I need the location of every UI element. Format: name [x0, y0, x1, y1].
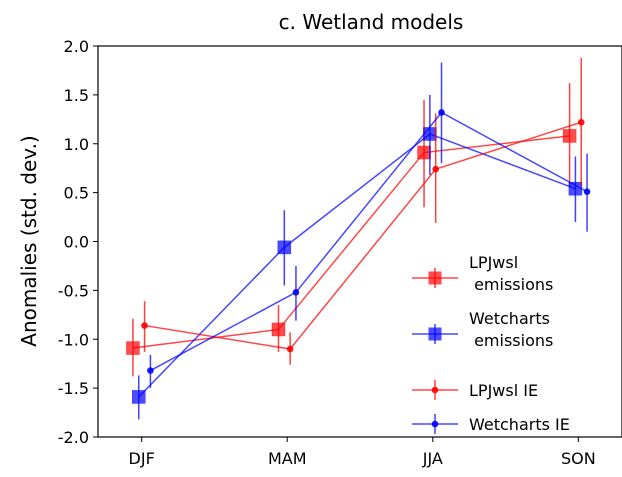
data-point — [271, 322, 286, 337]
legend-entry-4: Wetcharts IE — [412, 414, 570, 434]
series-2 — [132, 94, 583, 420]
legend-marker — [428, 271, 442, 285]
y-tick-label: 0.0 — [64, 233, 89, 252]
legend-entry-1: LPJwsl emissions — [412, 253, 553, 294]
series-line — [138, 133, 576, 398]
data-point — [423, 127, 437, 141]
data-point — [577, 118, 585, 126]
plot-frame — [97, 45, 622, 438]
y-axis-label: Anomalies (std. dev.) — [17, 135, 41, 346]
chart-title: c. Wetland models — [279, 10, 464, 34]
y-tick-label: 1.0 — [64, 135, 89, 154]
data-point — [417, 145, 431, 160]
legend-label: Wetcharts emissions — [469, 309, 553, 350]
series-line — [132, 135, 570, 349]
series-1 — [126, 83, 577, 377]
legend-label: LPJwsl IE — [469, 381, 538, 400]
legend-entry-3: LPJwsl IE — [412, 380, 538, 400]
y-tick-label: 1.5 — [64, 86, 89, 105]
legend-entry-2: Wetcharts emissions — [412, 309, 553, 350]
data-point — [132, 390, 146, 404]
legend-marker — [428, 327, 442, 341]
y-tick-label: -1.0 — [58, 330, 89, 349]
data-point — [438, 109, 445, 116]
y-tick-label: 2.0 — [64, 37, 89, 56]
data-point — [286, 345, 294, 353]
series-line — [150, 111, 588, 372]
data-point — [583, 188, 591, 195]
legend: LPJwsl emissions Wetcharts emissions LPJws… — [412, 253, 570, 434]
x-tick-label: MAM — [268, 449, 307, 468]
x-tick-label: DJF — [129, 449, 155, 468]
data-point — [277, 240, 292, 255]
series-4 — [147, 62, 591, 389]
y-tick-label: 0.5 — [64, 184, 89, 203]
plot-area — [126, 57, 591, 420]
legend-label: Wetcharts IE — [469, 415, 570, 434]
y-tick-label: -1.5 — [58, 379, 89, 398]
y-tick-label: -0.5 — [58, 281, 89, 300]
series-line — [144, 121, 582, 350]
data-point — [562, 129, 577, 143]
data-point — [141, 322, 148, 329]
x-tick-label: JJA — [422, 449, 443, 468]
legend-marker — [431, 420, 439, 428]
legend-marker — [431, 386, 439, 394]
legend-label: LPJwsl emissions — [469, 253, 553, 294]
axes: 2.0 1.5 1.0 0.5 0.0 -0.5 -1.0 -1.5 -2.0 DJF MAM JJA… — [58, 37, 622, 468]
series-3 — [141, 57, 585, 365]
data-point — [292, 289, 300, 296]
data-point — [147, 367, 154, 374]
data-point — [126, 341, 140, 355]
data-point — [432, 165, 439, 173]
data-point — [568, 181, 583, 196]
x-tick-label: SON — [561, 449, 596, 468]
y-tick-label: -2.0 — [58, 428, 89, 447]
